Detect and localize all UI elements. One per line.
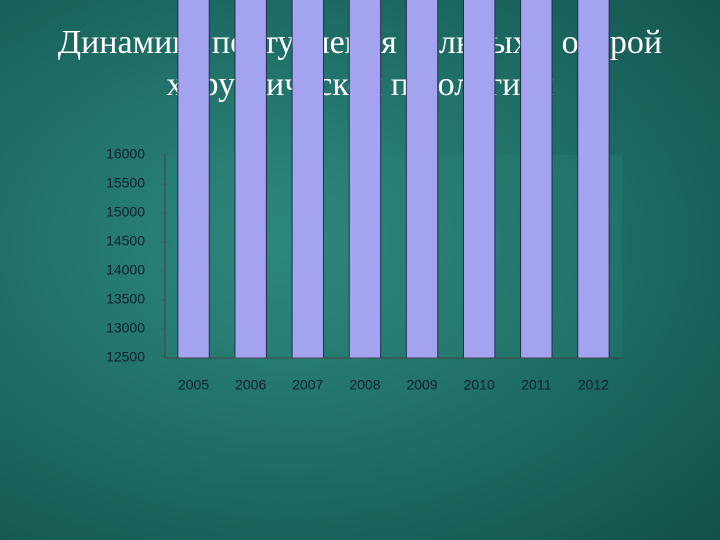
x-tick-label: 2007 bbox=[292, 377, 323, 393]
y-tick-label: 13000 bbox=[106, 320, 145, 336]
bar-segment bbox=[291, 0, 325, 359]
x-tick-label: 2012 bbox=[578, 377, 609, 393]
y-tick-label: 12500 bbox=[106, 349, 145, 365]
y-tick-label: 14500 bbox=[106, 233, 145, 249]
x-tick-label: 2009 bbox=[406, 377, 437, 393]
x-tick-label: 2011 bbox=[521, 377, 551, 393]
x-tick-label: 2010 bbox=[464, 377, 495, 393]
bar-segment bbox=[177, 0, 210, 359]
bar-segment bbox=[234, 0, 267, 359]
y-tick-label: 13500 bbox=[106, 291, 145, 307]
y-tick-label: 15500 bbox=[106, 175, 145, 191]
bar-segment bbox=[577, 0, 610, 359]
bar-segment bbox=[520, 0, 553, 359]
y-tick-label: 14000 bbox=[106, 262, 145, 278]
bar-segment bbox=[462, 0, 496, 359]
x-tick-label: 2006 bbox=[235, 377, 266, 393]
plot-area bbox=[165, 155, 622, 358]
bar-segment bbox=[348, 0, 382, 359]
y-tick-label: 16000 bbox=[106, 146, 145, 162]
x-tick-label: 2005 bbox=[178, 377, 209, 393]
y-tick-label: 15000 bbox=[106, 204, 145, 220]
bar-segment bbox=[405, 0, 439, 359]
x-tick-label: 2008 bbox=[349, 377, 380, 393]
